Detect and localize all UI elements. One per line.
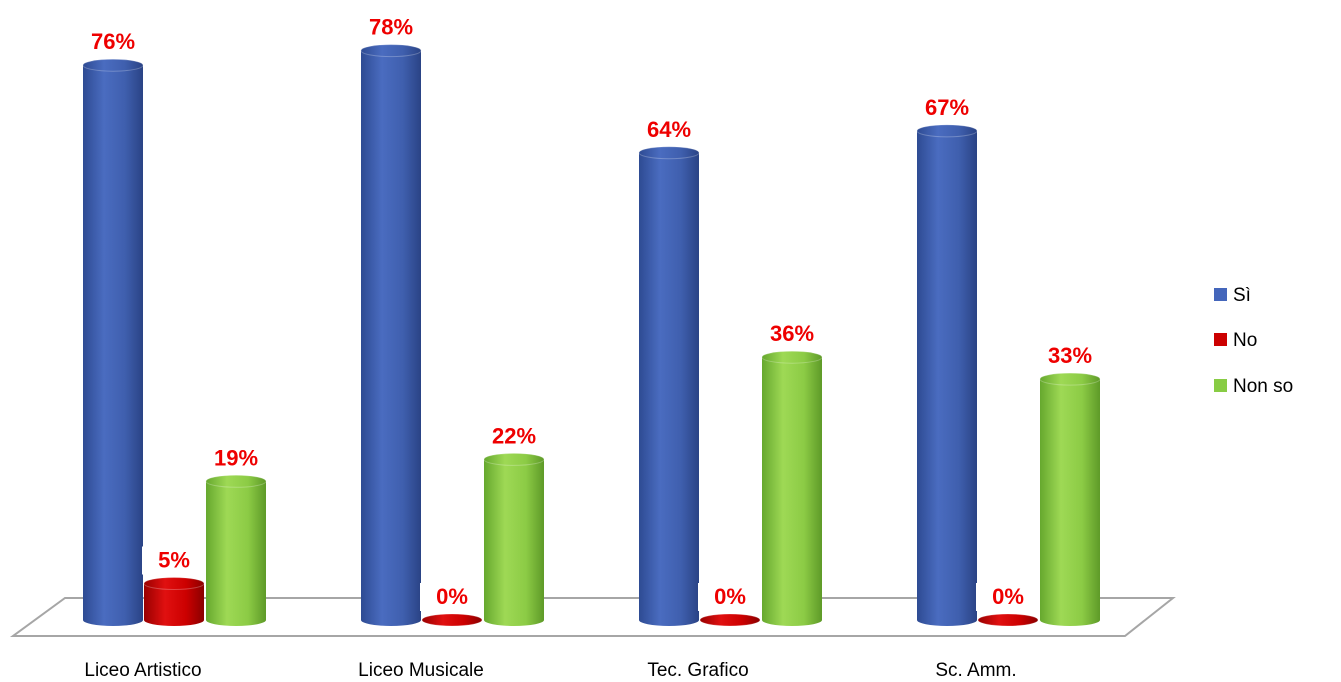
bar-0-1	[360, 44, 422, 627]
data-label-1-2: 0%	[698, 583, 762, 611]
svg-text:5%: 5%	[158, 548, 190, 573]
svg-text:67%: 67%	[925, 95, 969, 120]
plot-area: 76% 78% 64% 67% 5% 0% 0% 0% 19% 22% 36% 33%	[81, 13, 1102, 627]
data-label-2-0: 19%	[204, 444, 268, 473]
svg-text:33%: 33%	[1048, 343, 1092, 368]
bar-1-3	[977, 613, 1039, 627]
legend-item-0: Sì	[1214, 285, 1251, 306]
category-label-3: Sc. Amm.	[935, 660, 1016, 681]
legend-item-2: Non so	[1214, 376, 1293, 397]
svg-text:0%: 0%	[714, 584, 746, 609]
data-label-0-1: 78%	[359, 13, 423, 42]
legend-item-1: No	[1214, 330, 1257, 351]
svg-text:78%: 78%	[369, 15, 413, 40]
svg-text:76%: 76%	[91, 29, 135, 54]
bar-2-1	[483, 452, 545, 626]
legend-swatch-2	[1214, 379, 1227, 392]
category-label-1: Liceo Musicale	[358, 660, 484, 681]
bar-2-3	[1039, 372, 1101, 626]
legend-label-1: No	[1233, 330, 1257, 351]
bar-0-2	[638, 146, 700, 627]
legend-swatch-0	[1214, 288, 1227, 301]
svg-text:19%: 19%	[214, 445, 258, 470]
bar-0-3	[916, 124, 978, 626]
data-label-2-2: 36%	[760, 320, 824, 349]
svg-text:0%: 0%	[436, 584, 468, 609]
bar-1-2	[699, 613, 761, 627]
data-label-1-0: 5%	[142, 546, 206, 575]
category-label-0: Liceo Artistico	[84, 660, 201, 681]
legend-label-0: Sì	[1233, 285, 1251, 306]
svg-text:0%: 0%	[992, 584, 1024, 609]
category-label-2: Tec. Grafico	[647, 660, 748, 681]
data-label-1-1: 0%	[420, 583, 484, 611]
legend-swatch-1	[1214, 333, 1227, 346]
bar-2-0	[205, 474, 267, 626]
category-axis: Liceo Artistico Liceo Musicale Tec. Grafic…	[84, 660, 1016, 681]
svg-text:22%: 22%	[492, 423, 536, 448]
bar-0-0	[82, 58, 144, 626]
bar-1-1	[421, 613, 483, 627]
data-label-1-3: 0%	[976, 583, 1040, 611]
data-label-0-2: 64%	[637, 115, 701, 144]
bar-1-0	[143, 577, 205, 626]
data-label-0-0: 76%	[81, 28, 145, 57]
svg-text:36%: 36%	[770, 321, 814, 346]
data-label-2-3: 33%	[1038, 342, 1102, 371]
legend-label-2: Non so	[1233, 376, 1293, 397]
legend: Sì No Non so	[1214, 285, 1293, 397]
svg-text:64%: 64%	[647, 117, 691, 142]
data-label-2-1: 22%	[482, 422, 546, 451]
data-label-0-3: 67%	[915, 93, 979, 122]
bar-2-2	[761, 350, 823, 626]
